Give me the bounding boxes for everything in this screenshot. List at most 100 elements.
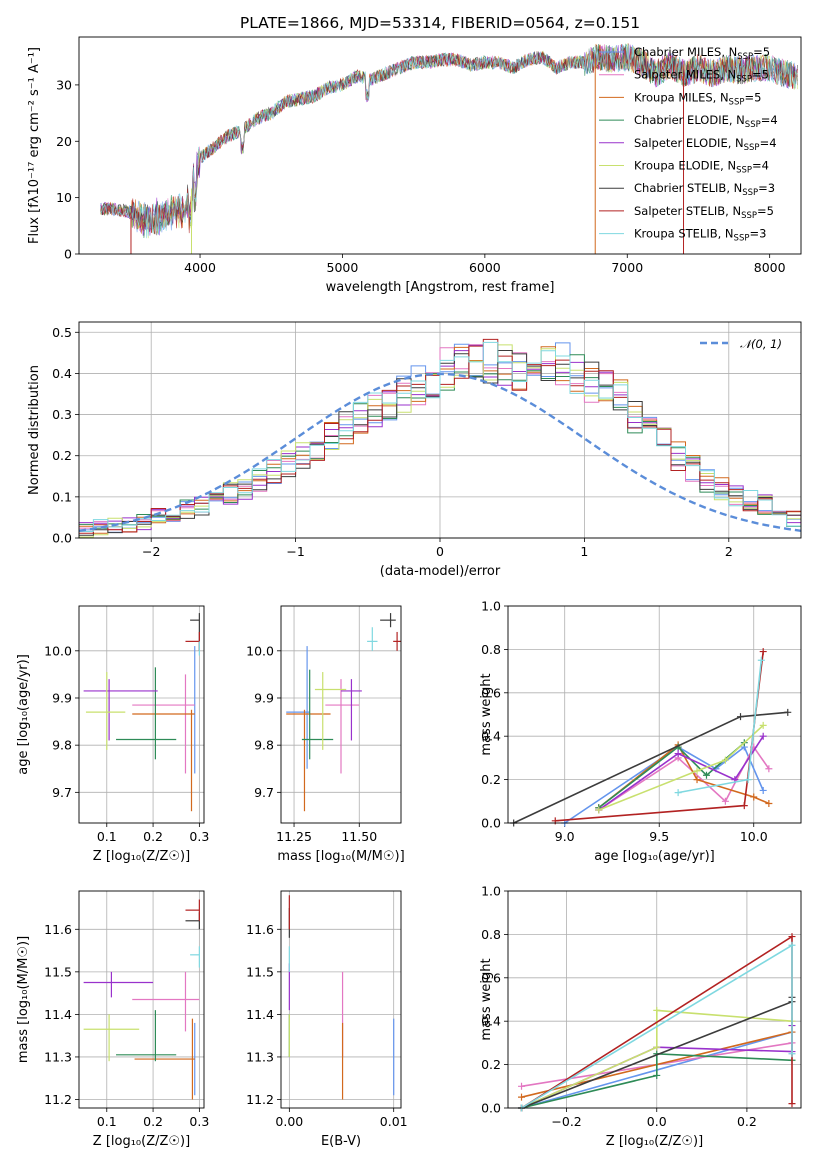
series-marker <box>757 656 765 664</box>
x-axis-label: E(B-V) <box>321 1134 361 1149</box>
series-marker <box>788 1050 796 1058</box>
axes-frame <box>78 605 205 824</box>
series-marker <box>750 793 758 801</box>
legend-entry: 𝒩(0, 1) <box>740 337 782 351</box>
y-tick-label: 0.0 <box>481 816 501 831</box>
x-axis-label: age [log₁₀(age/yr)] <box>594 849 715 864</box>
x-tick-label: −2 <box>142 544 160 559</box>
x-tick-label: −0.2 <box>551 1114 581 1129</box>
panel-z-vs-mass: 0.1 0.2 0.3 11.2 11.3 11.4 11.5 11.6 Z [log₁₀(Z/… <box>16 890 209 1149</box>
y-tick-label: 0.2 <box>481 1057 501 1072</box>
x-tick-label: 2 <box>725 544 733 559</box>
y-tick-label: 0.8 <box>481 927 501 942</box>
y-tick-label: 10 <box>56 190 72 205</box>
x-tick-label: 1 <box>580 544 588 559</box>
y-tick-label: 1.0 <box>481 884 501 899</box>
x-tick-label: 0.2 <box>737 1114 757 1129</box>
series-marker <box>744 776 752 784</box>
legend-entry: Salpeter MILES, NSSP=5 <box>634 68 769 85</box>
y-tick-label: 11.6 <box>44 922 72 937</box>
x-axis-label: wavelength [Angstrom, rest frame] <box>326 280 555 295</box>
y-tick-label: 0.6 <box>481 685 501 700</box>
series-line <box>521 1009 793 1109</box>
y-tick-label: 0.4 <box>52 366 72 381</box>
legend-entry: Kroupa ELODIE, NSSP=4 <box>634 159 769 176</box>
legend-entry: Chabrier MILES, NSSP=5 <box>634 45 770 62</box>
y-axis-label: mass weight <box>479 673 494 755</box>
series-marker <box>788 933 796 941</box>
series-marker <box>765 799 773 807</box>
x-tick-label: 0.1 <box>97 1114 117 1129</box>
y-tick-label: 9.9 <box>254 690 274 705</box>
x-axis-label: (data-model)/error <box>380 564 501 579</box>
panel-spectrum: 4000 5000 6000 7000 8000 0 10 20 30 wavelength [A… <box>27 36 802 295</box>
spectrum-lines <box>100 43 798 254</box>
legend-entry: Salpeter ELODIE, NSSP=4 <box>634 136 777 153</box>
x-tick-label: 0.3 <box>189 1114 209 1129</box>
series-marker <box>653 1006 661 1014</box>
histograms <box>79 338 801 538</box>
series-marker <box>518 1082 526 1090</box>
y-tick-label: 0 <box>64 247 72 262</box>
y-axis-label: Flux [fλ10⁻¹⁷ erg cm⁻² s⁻¹ A⁻¹] <box>27 47 42 244</box>
y-tick-label: 11.5 <box>246 964 274 979</box>
legend-entry: Chabrier STELIB, NSSP=3 <box>634 181 775 198</box>
series-marker <box>759 786 767 794</box>
y-tick-label: 20 <box>56 134 72 149</box>
y-tick-label: 0.8 <box>481 642 501 657</box>
y-tick-label: 1.0 <box>481 599 501 614</box>
legend-entry: Salpeter STELIB, NSSP=5 <box>634 204 774 221</box>
y-tick-label: 0.0 <box>481 1101 501 1116</box>
x-axis-label: Z [log₁₀(Z/Z☉)] <box>93 1134 190 1149</box>
y-tick-label: 11.4 <box>246 1007 274 1022</box>
series-marker <box>518 1093 526 1101</box>
series-marker <box>653 1071 661 1079</box>
x-tick-label: 0.1 <box>97 829 117 844</box>
x-tick-label: 0.2 <box>143 829 163 844</box>
y-tick-label: 9.8 <box>254 738 274 753</box>
x-tick-label: 0.0 <box>647 1114 667 1129</box>
y-tick-label: 0.1 <box>52 489 72 504</box>
x-axis-label: Z [log₁₀(Z/Z☉)] <box>93 849 190 864</box>
axes-frame <box>280 605 402 824</box>
y-tick-label: 9.9 <box>52 690 72 705</box>
axes-frame <box>280 890 402 1109</box>
y-tick-label: 11.3 <box>44 1049 72 1064</box>
series-marker <box>653 1043 661 1051</box>
series-line <box>521 1052 793 1109</box>
y-axis-label: Normed distribution <box>27 365 42 495</box>
x-tick-label: 10.0 <box>740 829 768 844</box>
y-tick-label: 11.6 <box>246 922 274 937</box>
x-tick-label: 9.0 <box>555 829 575 844</box>
legend-entry: Chabrier ELODIE, NSSP=4 <box>634 113 778 130</box>
legend-entry: Kroupa MILES, NSSP=5 <box>634 90 761 107</box>
spectrum-legend: Chabrier MILES, NSSP=5 Salpeter MILES, NS… <box>599 45 778 244</box>
y-axis-label: mass [log₁₀(M/M☉)] <box>16 936 31 1063</box>
series-marker <box>784 708 792 716</box>
y-tick-label: 11.5 <box>44 964 72 979</box>
panel-mass-vs-age: 11.25 11.50 9.7 9.8 9.9 10.0 mass [log₁₀(M/M☉)… <box>246 605 405 864</box>
x-tick-label: 4000 <box>184 260 216 275</box>
y-tick-label: 0.2 <box>481 772 501 787</box>
x-tick-label: 0.3 <box>189 829 209 844</box>
x-tick-label: 6000 <box>469 260 501 275</box>
axes-frame <box>78 36 802 255</box>
y-tick-label: 0.4 <box>481 1014 501 1029</box>
y-tick-label: 0.4 <box>481 729 501 744</box>
x-tick-label: 7000 <box>611 260 643 275</box>
series-marker <box>674 750 682 758</box>
y-tick-label: 11.3 <box>246 1049 274 1064</box>
x-tick-label: 0.01 <box>380 1114 408 1129</box>
y-axis-label: mass weight <box>479 958 494 1040</box>
histogram-kroupa-stelib <box>79 341 801 538</box>
series-marker <box>740 802 748 810</box>
normal-curve <box>79 372 801 532</box>
y-tick-label: 11.4 <box>44 1007 72 1022</box>
x-tick-label: 0.00 <box>275 1114 303 1129</box>
series-marker <box>765 765 773 773</box>
legend-entry: Kroupa STELIB, NSSP=3 <box>634 227 766 244</box>
x-tick-label: −1 <box>286 544 304 559</box>
y-tick-label: 9.7 <box>254 785 274 800</box>
